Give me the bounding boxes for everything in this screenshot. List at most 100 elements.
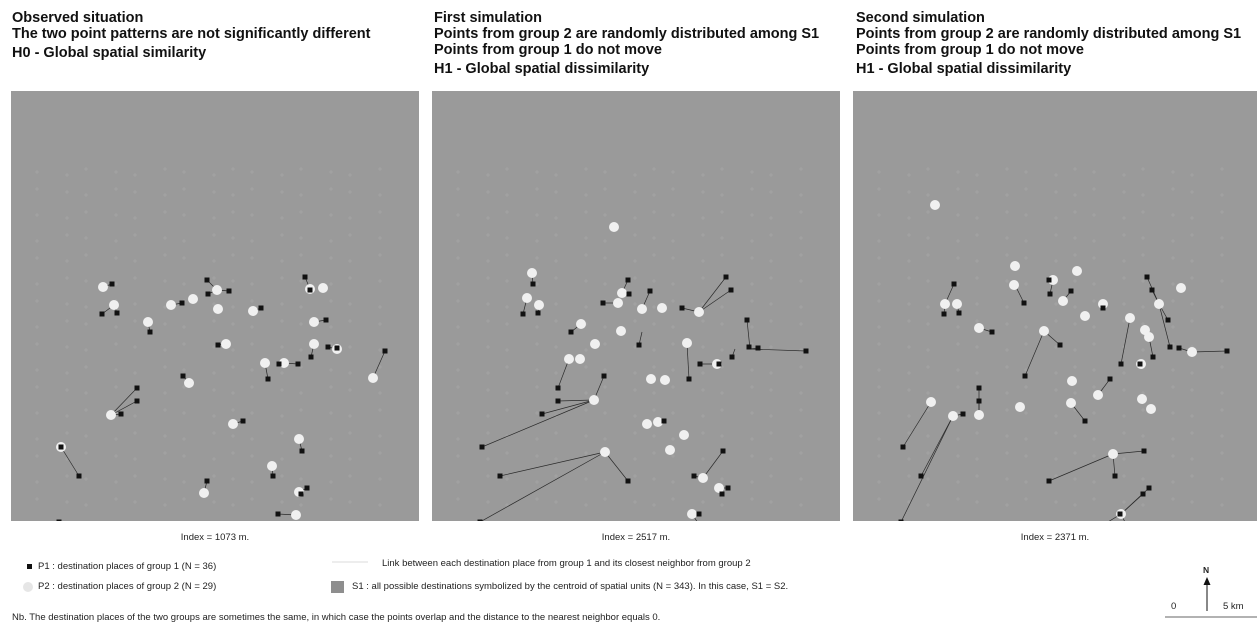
centroid-mark (1092, 325, 1096, 329)
panel-3-hypothesis: H1 - Global spatial dissimilarity (856, 61, 1072, 77)
centroid-mark (535, 256, 539, 260)
centroid-mark (956, 282, 960, 286)
centroid-mark (633, 319, 637, 323)
centroid-mark (799, 365, 803, 369)
p1-point (265, 376, 271, 382)
centroid-mark (907, 319, 911, 323)
centroid-mark (1054, 259, 1058, 263)
centroid-mark (535, 454, 539, 458)
centroid-mark (231, 253, 235, 257)
p1-point (58, 444, 64, 450)
centroid-mark (652, 348, 656, 352)
centroid-mark (652, 434, 656, 438)
centroid-mark (1092, 411, 1096, 415)
p1-point (535, 310, 541, 316)
p2-point (1080, 311, 1090, 321)
p1-point (729, 354, 735, 360)
panel-2-subtitle-2: Points from group 1 do not move (434, 42, 662, 58)
centroid-mark (750, 385, 754, 389)
centroid-mark (329, 385, 333, 389)
centroid-mark (348, 345, 352, 349)
centroid-mark (505, 236, 509, 240)
p1-point (539, 411, 545, 417)
centroid-mark (329, 454, 333, 458)
p1-point (647, 288, 653, 294)
centroid-mark (299, 305, 303, 309)
centroid-mark (84, 348, 88, 352)
centroid-mark (1005, 305, 1009, 309)
p2-point (952, 299, 962, 309)
p2-point (260, 358, 270, 368)
p1-point (951, 281, 957, 287)
p2-point (613, 298, 623, 308)
centroid-mark (956, 437, 960, 441)
panel-1-title: Observed situation (12, 10, 144, 26)
centroid-mark (652, 253, 656, 257)
centroid-mark (926, 322, 930, 326)
centroid-mark (535, 239, 539, 243)
centroid-mark (554, 216, 558, 220)
p1-point (696, 511, 702, 517)
centroid-mark (1141, 408, 1145, 412)
centroid-mark (35, 437, 39, 441)
centroid-mark (163, 391, 167, 395)
centroid-mark (799, 434, 803, 438)
centroid-mark (182, 282, 186, 286)
centroid-mark (378, 477, 382, 481)
centroid-mark (671, 368, 675, 372)
centroid-mark (505, 503, 509, 507)
p2-point (1058, 296, 1068, 306)
centroid-mark (456, 480, 460, 484)
centroid-mark (329, 282, 333, 286)
centroid-mark (114, 187, 118, 191)
centroid-mark (280, 457, 284, 461)
centroid-mark (877, 325, 881, 329)
centroid-mark (671, 411, 675, 415)
nn-link (604, 451, 629, 482)
centroid-mark (1122, 173, 1126, 177)
centroid-mark (1054, 319, 1058, 323)
centroid-mark (299, 477, 303, 481)
centroid-mark (1024, 282, 1028, 286)
centroid-mark (378, 503, 382, 507)
centroid-mark (1024, 213, 1028, 217)
centroid-mark (1024, 239, 1028, 243)
centroid-mark (378, 236, 382, 240)
centroid-mark (750, 256, 754, 260)
centroid-mark (456, 256, 460, 260)
centroid-mark (907, 173, 911, 177)
centroid-mark (114, 170, 118, 174)
p1-point (900, 444, 906, 450)
p1-point (728, 287, 734, 293)
centroid-mark (926, 408, 930, 412)
centroid-mark (280, 259, 284, 263)
centroid-mark (348, 216, 352, 220)
centroid-mark (1054, 457, 1058, 461)
centroid-mark (907, 259, 911, 263)
centroid-mark (926, 477, 930, 481)
centroid-mark (603, 368, 607, 372)
centroid-mark (163, 253, 167, 257)
centroid-mark (1092, 368, 1096, 372)
centroid-mark (1171, 454, 1175, 458)
map-background (853, 91, 1257, 521)
centroid-mark (671, 497, 675, 501)
centroid-mark (1122, 276, 1126, 280)
centroid-mark (250, 170, 254, 174)
centroid-mark (35, 239, 39, 243)
p1-point (76, 473, 82, 479)
centroid-mark (701, 345, 705, 349)
p1-point (295, 361, 301, 367)
centroid-mark (456, 282, 460, 286)
p2-point (616, 326, 626, 336)
centroid-mark (84, 279, 88, 283)
centroid-mark (280, 371, 284, 375)
centroid-mark (486, 414, 490, 418)
centroid-mark (633, 500, 637, 504)
centroid-mark (1122, 371, 1126, 375)
centroid-mark (975, 457, 979, 461)
centroid-mark (1171, 325, 1175, 329)
centroid-mark (1092, 342, 1096, 346)
centroid-mark (163, 477, 167, 481)
centroid-mark (1073, 236, 1077, 240)
